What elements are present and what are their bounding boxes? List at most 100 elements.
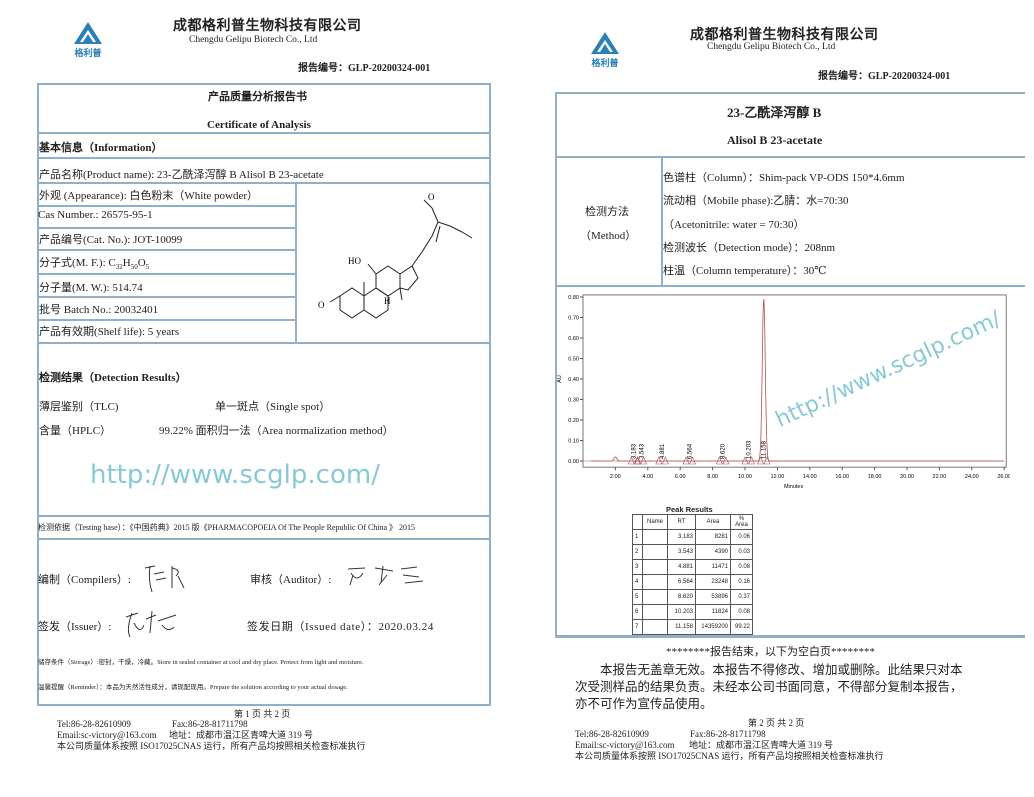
table-cell: 4.881 [667, 559, 696, 575]
peak-label: 6.564 [687, 443, 693, 459]
peak-label: 4.881 [660, 443, 666, 459]
watermark-left: http://www.scglp.com/ [90, 460, 380, 490]
table-cell: 11.158 [667, 619, 696, 635]
table-cell: 11471 [695, 559, 731, 575]
table-cell [642, 574, 668, 590]
footer-fax: Fax:86-28-81711798 [172, 719, 248, 729]
table-cell: 0.08 [730, 559, 753, 575]
auditor-label: 审核（Auditor）: [250, 574, 332, 586]
disclaimer: 本报告无盖章无效。本报告不得修改、增加或删除。此结果只对本次受测样品的结果负责。… [575, 663, 963, 711]
y-axis-label: AU [557, 375, 563, 383]
hplc-value: 99.22% 面积归一法（Area normalization method） [159, 425, 394, 437]
table-cell: 7 [632, 619, 643, 635]
x-axis-label: Minutes [784, 484, 804, 490]
company-name-cn: 成都格利普生物科技有限公司 [173, 19, 362, 34]
svg-text:H: H [384, 296, 391, 306]
compilers-label: 编制（Compilers）: [38, 574, 131, 586]
y-tick-label: 0.80 [568, 295, 579, 301]
title-en: Certificate of Analysis [207, 119, 311, 131]
company-logo-2: 格利普 [591, 32, 619, 68]
tlc-value: 单一斑点（Single spot） [215, 401, 331, 413]
storage-note: 储存条件（Storage）:密封，干燥，冷藏。Store in sealed c… [38, 659, 364, 666]
chemical-structure: HO O H O [318, 192, 473, 319]
peak-marker [757, 456, 764, 465]
table-cell: 6.564 [667, 574, 696, 590]
y-tick-label: 0.30 [568, 398, 579, 404]
x-tick-label: 4.00 [642, 474, 653, 480]
peak-marker [741, 456, 749, 465]
column-header [632, 514, 643, 530]
catalog-number: 产品编号(Cat. No.): JOT-10099 [39, 234, 183, 246]
report-number: 报告编号：GLP-20200324-001 [298, 63, 431, 74]
x-tick-label: 24.00 [965, 474, 979, 480]
report-number-2: 报告编号：GLP-20200324-001 [818, 71, 951, 82]
chromatogram: 0.00 0.10 0.20 0.30 0.40 0.50 0.60 0.70 0.80 2.00… [557, 294, 1010, 490]
column-header: Name [642, 514, 668, 530]
appearance: 外观 (Appearance): 白色粉末（White powder） [39, 190, 259, 202]
svg-text:O: O [318, 300, 325, 310]
cas-number: Cas Number.: 26575-95-1 [38, 209, 153, 221]
product-title-cn: 23-乙酰泽泻醇 B [727, 105, 822, 120]
table-cell: 4390 [695, 544, 731, 560]
table-cell: 8281 [695, 529, 731, 545]
table-cell: 0.37 [730, 589, 753, 605]
peak-marker [715, 456, 723, 465]
table-row: 4 6.564 23248 0.16 [632, 574, 753, 590]
footer-iso-2: 本公司质量体系按照 ISO17025CNAS 运行，所有产品均按照相关检查标准执… [575, 751, 884, 761]
table-cell: 53896 [695, 589, 731, 605]
peak-marker [689, 456, 697, 465]
x-tick-label: 6.00 [675, 474, 686, 480]
table-cell [642, 559, 668, 575]
table-row: 6 10.203 11824 0.08 [632, 604, 753, 620]
x-tick-label: 8.00 [707, 474, 718, 480]
peak-marker [661, 456, 669, 465]
peak-marker [627, 456, 635, 465]
table-cell: 10.203 [667, 604, 696, 620]
x-tick-label: 14.00 [803, 474, 817, 480]
y-tick-label: 0.00 [568, 459, 579, 465]
plot-frame [582, 294, 1007, 468]
issued-date: 签发日期（Issued date）：2020.03.24 [247, 621, 434, 633]
table-cell: 0.03 [730, 544, 753, 560]
x-tick-label: 26.00 [997, 474, 1010, 480]
table-cell [642, 529, 668, 545]
table-row: 1 3.183 8281 0.06 [632, 529, 753, 545]
issuer-label: 签发（Issuer）: [38, 621, 112, 633]
peak-table-title: Peak Results [666, 505, 713, 514]
peak-marker [763, 456, 771, 465]
footer-tel: Tel:86-28-82610909 [57, 719, 131, 729]
footer-email[interactable]: Email:sc-victory@163.com [57, 730, 157, 740]
table-row: 5 8.620 53896 0.37 [632, 589, 753, 605]
table-cell: 3.183 [667, 529, 696, 545]
certificate-box [37, 83, 491, 706]
table-cell [642, 589, 668, 605]
title-cn: 产品质量分析报告书 [208, 91, 307, 103]
table-row: 7 11.158 14359200 99.22 [632, 619, 753, 635]
y-tick-label: 0.40 [568, 377, 579, 383]
table-header-row: Name RT Area% Area [632, 514, 753, 530]
table-row: 2 3.543 4390 0.03 [632, 544, 753, 560]
svg-text:格利普: 格利普 [74, 47, 101, 58]
table-cell: 14359200 [695, 619, 731, 635]
column-header: RT [667, 514, 696, 530]
x-tick-label: 16.00 [835, 474, 849, 480]
x-tick-label: 20.00 [900, 474, 914, 480]
x-tick-label: 10.00 [738, 474, 752, 480]
method-label-cn: 检测方法 [585, 206, 629, 218]
footer-address: 地址：成都市温江区青啤大道 319 号 [169, 730, 314, 740]
tlc-label: 薄层鉴别（TLC) [39, 401, 119, 413]
molecular-weight: 分子量(M. W.): 514.74 [39, 282, 143, 294]
y-tick-label: 0.70 [568, 316, 579, 322]
peak-label: 8.620 [721, 443, 727, 459]
footer-email-2[interactable]: Email:sc-victory@163.com [575, 740, 675, 750]
molecular-formula: 分子式(M. F.): C32H50O5 [39, 257, 150, 272]
product-name: 产品名称(Product name): 23-乙酰泽泻醇 B Alisol B … [39, 169, 324, 181]
table-cell: 99.22 [730, 619, 753, 635]
peak-marker [633, 456, 641, 465]
y-tick-label: 0.10 [568, 439, 579, 445]
company-name-en: Chengdu Gelipu Biotech Co., Ltd [189, 35, 318, 45]
batch-number: 批号 Batch No.: 20032401 [39, 304, 159, 316]
y-tick-label: 0.60 [568, 336, 579, 342]
table-cell: 23248 [695, 574, 731, 590]
footer-iso: 本公司质量体系按照 ISO17025CNAS 运行，所有产品均按照相关检查标准执… [57, 741, 366, 751]
